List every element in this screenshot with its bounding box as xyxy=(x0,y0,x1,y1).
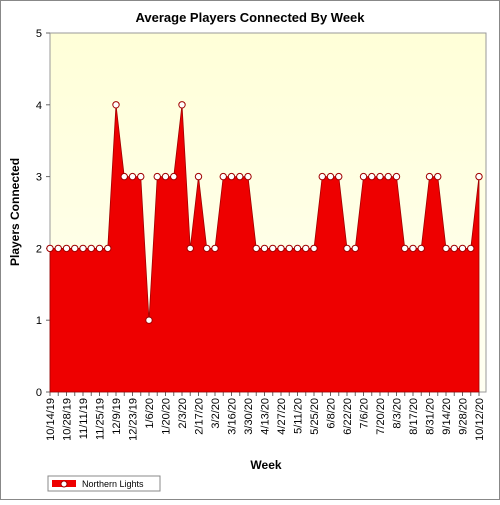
point-marker xyxy=(194,172,203,181)
point-marker xyxy=(359,172,368,181)
x-tick-label: 10/12/20 xyxy=(474,398,486,441)
point-marker xyxy=(46,244,54,253)
x-tick-label: 7/20/20 xyxy=(375,398,387,435)
x-tick-label: 2/3/20 xyxy=(177,398,189,429)
chart-title: Average Players Connected By Week xyxy=(135,10,365,25)
x-tick-label: 11/11/19 xyxy=(78,398,90,439)
point-marker xyxy=(302,244,310,253)
x-tick-label: 5/25/20 xyxy=(309,398,321,435)
point-marker xyxy=(467,244,475,253)
point-marker xyxy=(153,172,161,181)
x-tick-label: 12/23/19 xyxy=(128,398,140,441)
point-marker xyxy=(384,172,392,181)
x-tick-label: 8/17/20 xyxy=(408,398,420,435)
point-marker xyxy=(260,244,269,253)
x-tick-label: 4/13/20 xyxy=(260,398,272,435)
x-tick-label: 2/17/20 xyxy=(194,398,206,435)
legend-marker xyxy=(60,480,68,488)
point-marker xyxy=(178,101,186,109)
x-tick-label: 12/9/19 xyxy=(111,398,123,435)
y-tick-label: 0 xyxy=(36,387,42,399)
x-tick-label: 8/31/20 xyxy=(425,398,437,435)
x-tick-label: 6/22/20 xyxy=(342,398,354,435)
point-marker xyxy=(326,172,335,181)
point-marker xyxy=(318,172,326,181)
point-marker xyxy=(104,244,112,253)
point-marker xyxy=(120,172,128,181)
x-tick-label: 9/28/20 xyxy=(458,398,470,435)
point-marker xyxy=(425,172,434,181)
legend-label: Northern Lights xyxy=(82,479,144,489)
point-marker xyxy=(95,244,104,253)
point-marker xyxy=(236,172,244,181)
x-tick-label: 10/14/19 xyxy=(45,398,57,441)
point-marker xyxy=(211,244,219,253)
y-axis-label: Players Connected xyxy=(8,158,22,266)
x-tick-label: 3/2/20 xyxy=(210,398,222,429)
x-tick-label: 3/16/20 xyxy=(227,398,239,435)
point-marker xyxy=(293,244,302,253)
point-marker xyxy=(442,244,450,253)
x-tick-label: 8/3/20 xyxy=(392,398,404,429)
point-marker xyxy=(392,172,401,181)
x-axis-label: Week xyxy=(250,458,281,472)
point-marker xyxy=(343,244,351,253)
x-tick-label: 1/6/20 xyxy=(144,398,156,429)
point-marker xyxy=(277,244,285,253)
point-marker xyxy=(54,244,62,253)
x-tick-label: 7/6/20 xyxy=(359,398,371,429)
y-tick-label: 3 xyxy=(36,172,42,184)
point-marker xyxy=(79,244,87,253)
point-marker xyxy=(219,172,227,181)
point-marker xyxy=(434,172,442,181)
point-marker xyxy=(227,172,236,181)
point-marker xyxy=(128,172,137,181)
x-tick-label: 4/27/20 xyxy=(276,398,288,435)
point-marker xyxy=(409,244,417,253)
point-marker xyxy=(351,244,359,253)
point-marker xyxy=(186,244,194,253)
point-marker xyxy=(269,244,277,253)
point-marker xyxy=(145,316,153,324)
x-tick-label: 11/25/19 xyxy=(95,398,107,440)
point-marker xyxy=(368,172,376,181)
point-marker xyxy=(170,172,178,181)
y-tick-label: 5 xyxy=(36,28,42,40)
x-tick-label: 1/20/20 xyxy=(161,398,173,435)
point-marker xyxy=(161,172,170,181)
point-marker xyxy=(475,172,483,181)
point-marker xyxy=(112,101,120,109)
point-marker xyxy=(203,244,211,253)
x-tick-label: 5/11/20 xyxy=(293,398,305,434)
point-marker xyxy=(450,244,458,253)
point-marker xyxy=(310,244,318,253)
point-marker xyxy=(458,244,467,253)
x-tick-label: 10/28/19 xyxy=(62,398,74,441)
y-tick-label: 4 xyxy=(36,100,42,112)
point-marker xyxy=(285,244,293,253)
point-marker xyxy=(252,244,260,253)
y-tick-label: 1 xyxy=(36,315,42,327)
point-marker xyxy=(244,172,252,181)
point-marker xyxy=(71,244,79,253)
point-marker xyxy=(87,244,95,253)
x-tick-label: 9/14/20 xyxy=(441,398,453,435)
point-marker xyxy=(376,172,384,181)
point-marker xyxy=(417,244,425,253)
y-tick-label: 2 xyxy=(36,243,42,255)
legend-box xyxy=(47,475,161,492)
point-marker xyxy=(401,244,409,253)
x-tick-label: 6/8/20 xyxy=(326,398,338,429)
point-marker xyxy=(62,244,71,253)
point-marker xyxy=(335,172,343,181)
x-tick-label: 3/30/20 xyxy=(243,398,255,435)
point-marker xyxy=(137,172,145,181)
